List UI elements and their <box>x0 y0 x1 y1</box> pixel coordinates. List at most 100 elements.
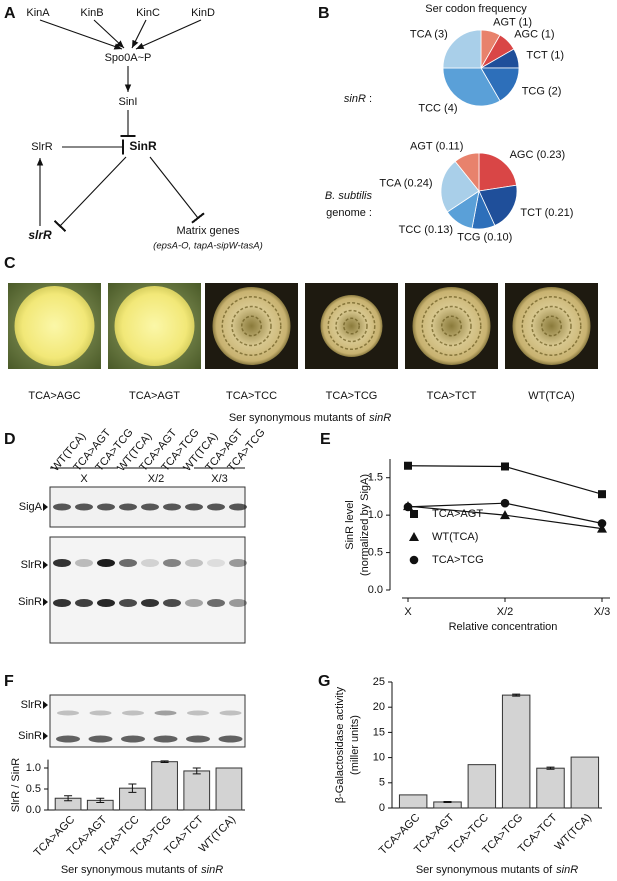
colony <box>412 287 491 365</box>
bar <box>570 756 600 809</box>
slice-label: AGC (1) <box>514 29 554 41</box>
slice-label: AGT (0.11) <box>410 141 463 153</box>
node: SlrR <box>31 141 52 153</box>
band <box>57 710 79 716</box>
bar <box>398 794 428 809</box>
blot-row-label: SinR <box>18 596 42 608</box>
pathway-diagram: KinA KinB KinC KinD Spo0A~P SinI SinR Sl… <box>26 7 262 252</box>
x-tick-label: X <box>404 606 412 618</box>
wrinkle <box>327 302 376 350</box>
panel-letter: F <box>4 673 14 690</box>
colony-label: TCA>TCG <box>326 390 378 402</box>
colony-label: TCA>AGT <box>129 390 180 402</box>
slice-label: TCA (0.24) <box>379 178 432 190</box>
row-pointer <box>43 561 48 569</box>
slice-label: TCG (2) <box>522 85 562 97</box>
pie-label: genome : <box>326 207 372 219</box>
band <box>119 599 137 607</box>
band <box>97 503 115 511</box>
bar <box>183 770 211 811</box>
panel-letter: C <box>4 255 16 272</box>
legend-label: TCA>TCG <box>432 554 484 566</box>
marker <box>597 523 607 533</box>
panel-letter: E <box>320 431 331 448</box>
slice-label: TCA (3) <box>410 29 448 41</box>
band <box>185 599 203 607</box>
marker <box>404 461 412 470</box>
arrow <box>93 19 125 49</box>
band <box>75 559 93 567</box>
band <box>97 599 115 607</box>
pie-slice <box>478 184 518 227</box>
error-bar <box>512 693 521 697</box>
row-pointer <box>43 701 48 709</box>
pie-slice <box>440 160 480 213</box>
error-bar <box>96 797 105 803</box>
wrinkle <box>221 296 282 356</box>
inhibition <box>149 156 205 224</box>
panel-e: 0.0 0.5 1.0 1.5 X X/2 X/3 Relative concentratio… <box>344 459 610 633</box>
band <box>53 599 71 607</box>
y-tick-label: 0.0 <box>26 804 41 816</box>
colony <box>320 295 383 357</box>
marker <box>409 532 419 541</box>
y-axis-label: (normalized by SigA) <box>359 474 371 576</box>
band <box>163 559 181 567</box>
band <box>53 503 71 511</box>
colony <box>512 287 591 365</box>
row-pointer <box>43 732 48 740</box>
bar <box>151 761 178 811</box>
wrinkle <box>231 305 272 347</box>
text-part: Ser synonymous mutants of <box>416 864 553 876</box>
colony-label: TCA>AGC <box>28 390 80 402</box>
x-axis-label: Ser synonymous mutants of sinR <box>416 864 578 876</box>
band <box>185 559 203 567</box>
marker <box>403 502 413 512</box>
band <box>229 503 247 511</box>
blot <box>49 694 246 748</box>
node: KinA <box>26 7 50 19</box>
y-tick-label: 1.5 <box>368 472 383 484</box>
band <box>163 599 181 607</box>
node: KinC <box>136 7 160 19</box>
error-bar <box>128 783 137 793</box>
wrinkle <box>441 315 462 337</box>
marker <box>501 462 509 471</box>
wrinkle <box>541 315 562 337</box>
y-tick-label: 25 <box>373 676 385 688</box>
node: slrR <box>28 228 52 242</box>
colony-label: TCA>TCC <box>226 390 277 402</box>
y-axis-label: β-Galactosidase activity <box>334 686 346 803</box>
text-part: sinR <box>344 93 366 105</box>
y-tick-label: 0.5 <box>368 546 383 558</box>
row-pointer <box>43 598 48 606</box>
band <box>56 735 80 743</box>
band <box>163 503 181 511</box>
band <box>119 559 137 567</box>
node: KinB <box>80 7 103 19</box>
text-part: sinR <box>556 864 578 876</box>
slice-label: TCT (1) <box>526 50 564 62</box>
bar <box>501 694 531 809</box>
y-axis-label: SlrR / SinR <box>10 758 22 812</box>
pie-slice <box>454 152 480 193</box>
marker <box>500 498 510 508</box>
slice-label: TCT (0.21) <box>520 207 573 219</box>
y-tick-label: 0.5 <box>26 783 41 795</box>
blot <box>49 536 246 644</box>
band <box>122 710 144 716</box>
panel-letter: G <box>318 673 330 690</box>
wrinkle <box>421 296 482 356</box>
group-label: X/2 <box>148 473 165 485</box>
slice-label: TCG (0.10) <box>457 232 512 244</box>
colony <box>14 286 95 366</box>
wrinkle <box>241 315 262 337</box>
marker <box>500 510 510 520</box>
y-axis-label: SinR level <box>344 500 356 550</box>
band <box>141 503 159 511</box>
pie-slice <box>442 67 501 107</box>
band <box>97 559 115 567</box>
error-bar <box>192 767 201 775</box>
